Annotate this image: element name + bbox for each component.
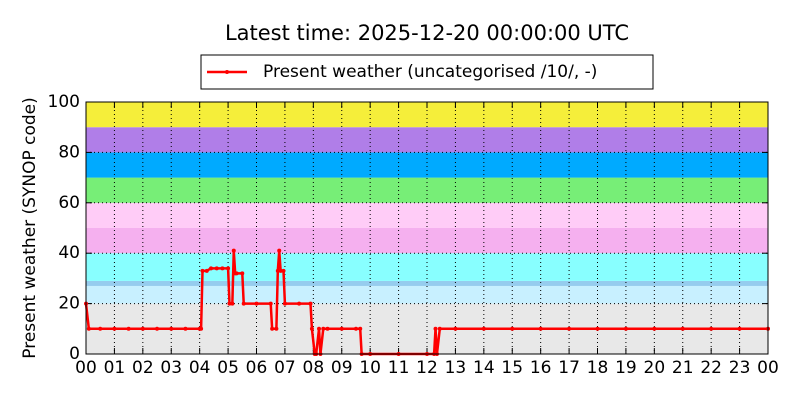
legend-label: Present weather (uncategorised /10/, -) [263, 62, 597, 82]
x-tick-label: 02 [132, 358, 154, 378]
category-band [86, 280, 768, 286]
data-point [230, 301, 235, 306]
data-point [737, 326, 742, 331]
x-tick-label: 08 [303, 358, 325, 378]
data-point [268, 301, 273, 306]
data-point [254, 301, 259, 306]
data-point [437, 326, 442, 331]
data-point [623, 326, 628, 331]
data-point [358, 326, 363, 331]
data-point [86, 326, 91, 331]
data-point [278, 268, 283, 273]
data-point [227, 301, 232, 306]
data-point [567, 326, 572, 331]
x-tick-label: 13 [445, 358, 467, 378]
data-point [112, 326, 117, 331]
data-point [353, 326, 358, 331]
data-point [321, 326, 326, 331]
data-point [453, 326, 458, 331]
data-point [538, 326, 543, 331]
x-tick-label: 03 [160, 358, 182, 378]
x-tick-label: 00 [757, 358, 779, 378]
category-band [86, 152, 768, 178]
data-point [270, 326, 275, 331]
data-point [325, 326, 330, 331]
data-point [339, 326, 344, 331]
x-tick-label: 10 [359, 358, 381, 378]
data-point [281, 268, 286, 273]
data-point [481, 326, 486, 331]
data-point [204, 268, 209, 273]
x-tick-label: 15 [501, 358, 523, 378]
data-point [317, 326, 322, 331]
category-band [86, 127, 768, 153]
y-tick-label: 20 [58, 294, 80, 314]
x-tick-label: 06 [246, 358, 268, 378]
data-point [234, 271, 239, 276]
x-tick-label: 00 [75, 358, 97, 378]
data-point [214, 266, 219, 271]
x-tick-label: 12 [416, 358, 438, 378]
x-tick-label: 23 [729, 358, 751, 378]
legend-marker [225, 70, 229, 74]
data-point [297, 301, 302, 306]
x-tick-label: 19 [615, 358, 637, 378]
category-band [86, 228, 768, 254]
chart-title: Latest time: 2025-12-20 00:00:00 UTC [225, 21, 629, 45]
data-point [433, 326, 438, 331]
data-point [309, 326, 314, 331]
data-point [220, 266, 225, 271]
x-tick-label: 21 [672, 358, 694, 378]
x-tick-label: 11 [388, 358, 410, 378]
y-axis-label: Present weather (SYNOP code) [20, 97, 40, 358]
x-tick-label: 05 [217, 358, 239, 378]
x-tick-label: 14 [473, 358, 495, 378]
data-point [126, 326, 131, 331]
x-tick-label: 07 [274, 358, 296, 378]
y-tick-label: 0 [69, 344, 80, 364]
data-point [308, 301, 313, 306]
data-point [183, 326, 188, 331]
x-tick-label: 22 [700, 358, 722, 378]
y-tick-label: 80 [58, 142, 80, 162]
data-point [98, 326, 103, 331]
data-point [595, 326, 600, 331]
data-point [277, 248, 282, 253]
data-point [680, 326, 685, 331]
data-point [510, 326, 515, 331]
data-point [240, 271, 245, 276]
data-point [282, 301, 287, 306]
data-point [274, 326, 279, 331]
x-tick-label: 04 [189, 358, 211, 378]
data-point [209, 266, 214, 271]
y-tick-label: 40 [58, 243, 80, 263]
x-tick-label: 01 [104, 358, 126, 378]
x-tick-label: 20 [644, 358, 666, 378]
x-tick-label: 17 [558, 358, 580, 378]
y-tick-label: 100 [48, 92, 80, 112]
y-tick-label: 60 [58, 193, 80, 213]
data-point [155, 326, 160, 331]
data-point [275, 268, 280, 273]
data-point [231, 248, 236, 253]
data-point [226, 266, 231, 271]
data-point [709, 326, 714, 331]
legend-box [200, 54, 654, 90]
data-point [169, 326, 174, 331]
plot-frame [85, 101, 769, 355]
data-point [200, 268, 205, 273]
data-point [140, 326, 145, 331]
x-tick-label: 18 [587, 358, 609, 378]
data-point [652, 326, 657, 331]
data-point [199, 326, 204, 331]
data-point [241, 301, 246, 306]
x-tick-label: 09 [331, 358, 353, 378]
category-band [86, 253, 768, 281]
x-tick-label: 16 [530, 358, 552, 378]
